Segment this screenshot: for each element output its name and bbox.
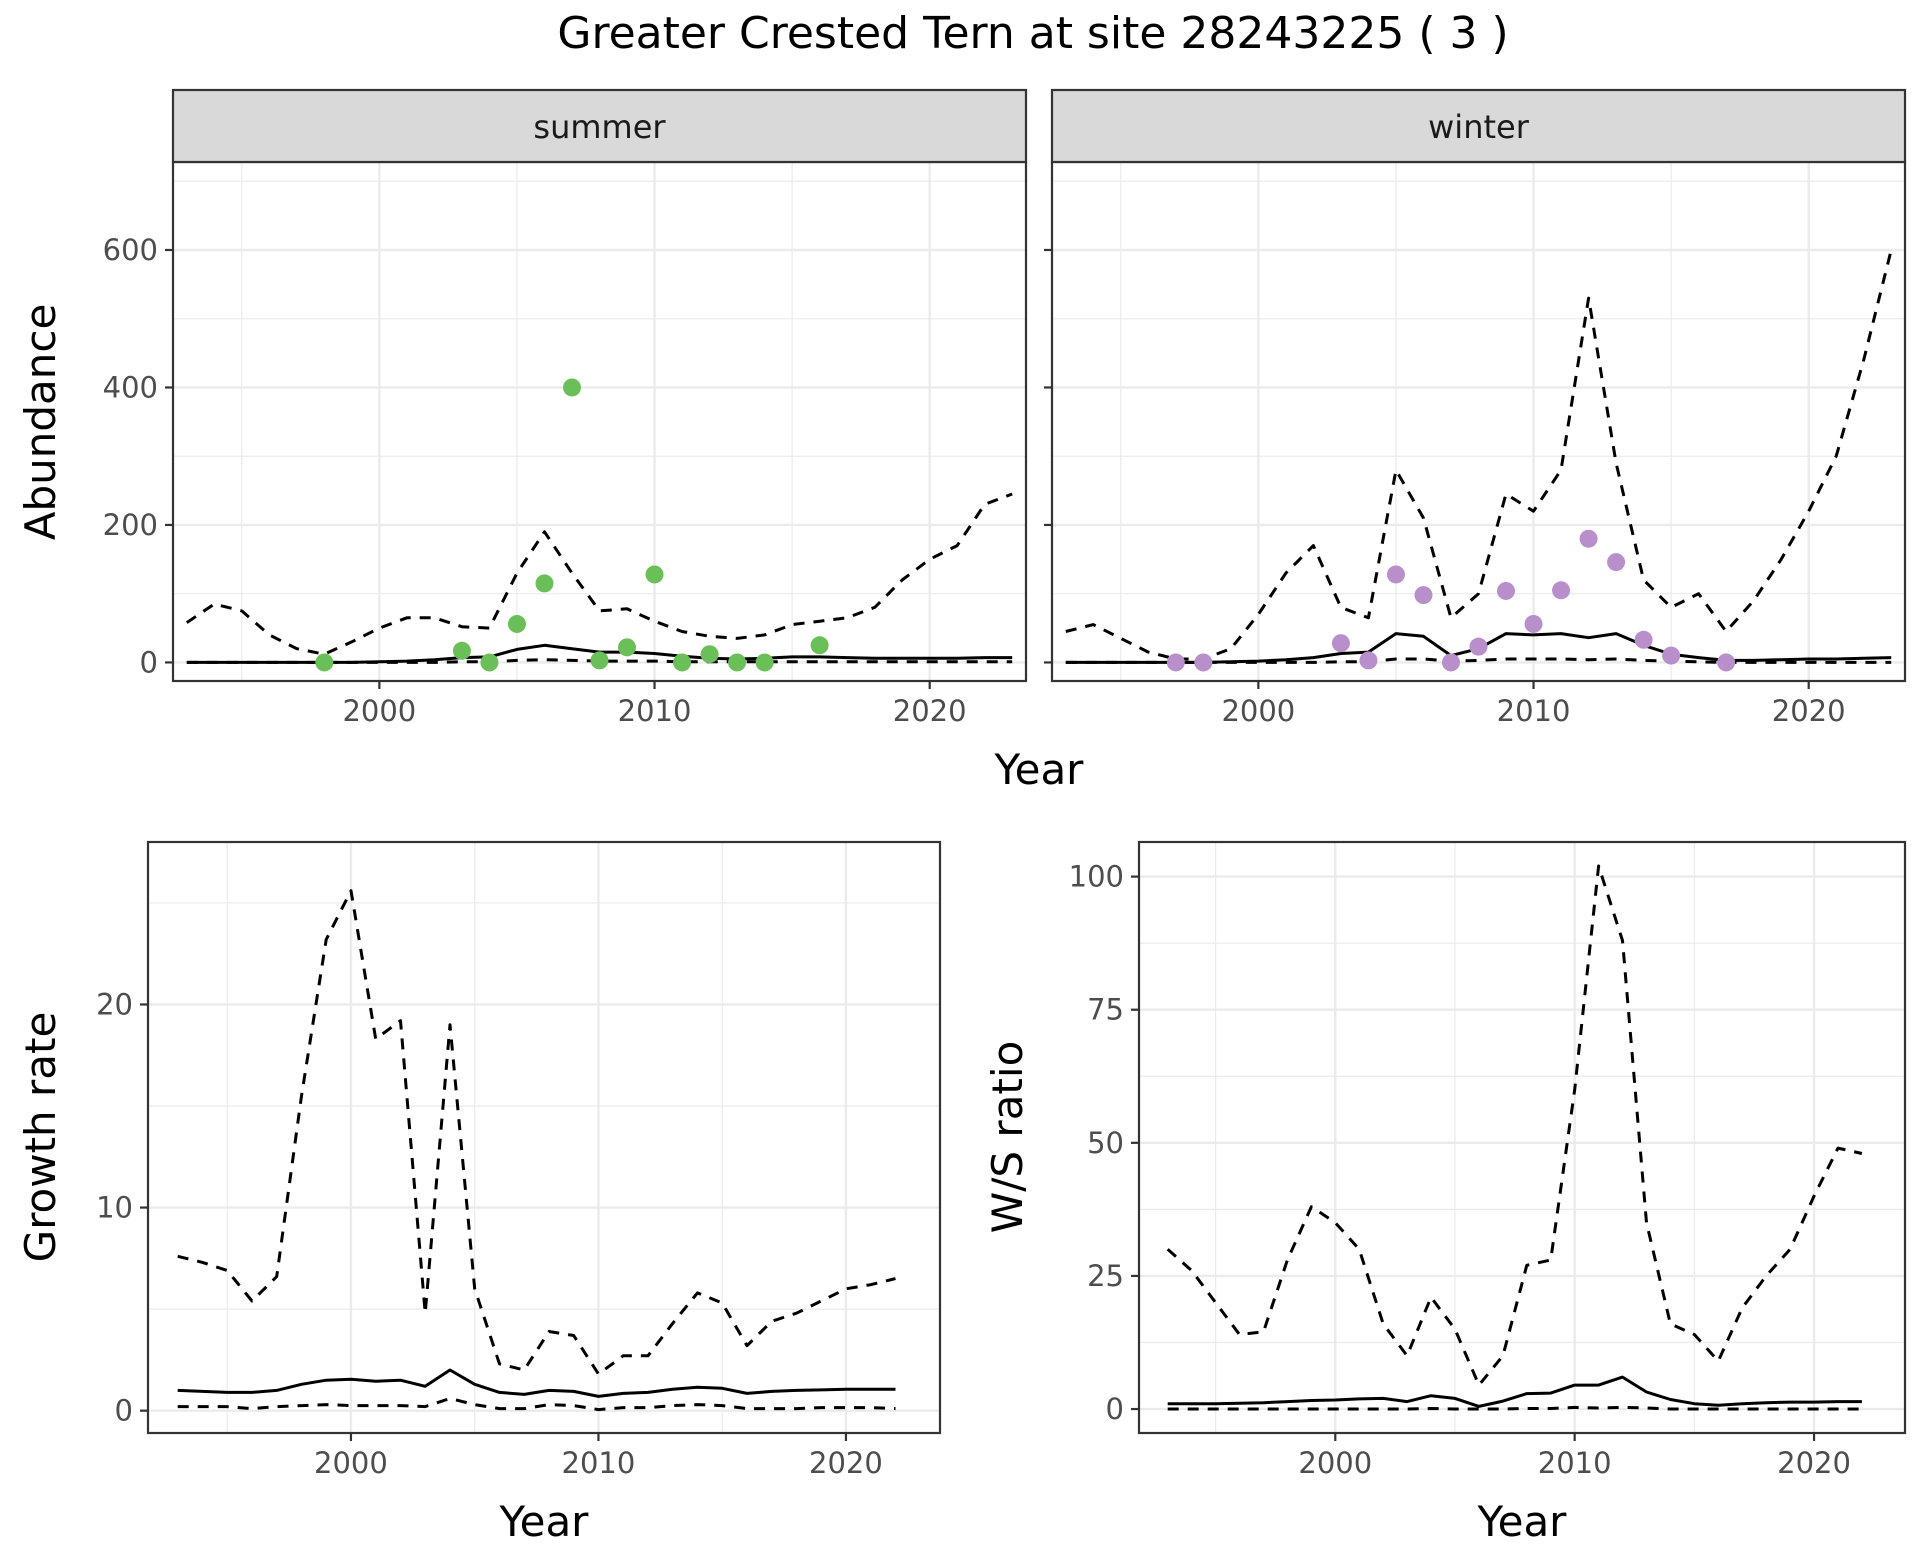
- x-tick-label: 2000: [342, 694, 416, 728]
- summer-gridlines: [173, 162, 1026, 681]
- y-tick-label: 10: [96, 1191, 133, 1225]
- winter-panel: winter 2000 2010 2020: [1044, 88, 1907, 728]
- x-tick-label: 2010: [618, 694, 692, 728]
- winter-gridlines: [1052, 162, 1905, 681]
- ratio-panel-border: [1137, 840, 1907, 1435]
- summer-observed-point: [480, 653, 499, 672]
- summer-upper-ci-line: [185, 492, 1013, 656]
- x-tick-label: 2000: [1298, 1446, 1372, 1480]
- summer-observed-point: [535, 574, 554, 593]
- ratio-axes: 2000 2010 2020 0 25 50 75 100: [1069, 860, 1851, 1480]
- y-tick-label: 200: [103, 508, 158, 542]
- summer-observed-point: [507, 614, 526, 633]
- x-tick-label: 2020: [1777, 1446, 1851, 1480]
- x-tick-label: 2010: [1538, 1446, 1612, 1480]
- summer-observed-point: [618, 638, 637, 657]
- growth-series: [177, 889, 896, 1412]
- winter-observed-point: [1497, 581, 1516, 600]
- growth-panel: 2000 2010 2020 0 10 20: [96, 840, 942, 1480]
- summer-observed-point: [755, 653, 774, 672]
- summer-observed-point: [590, 651, 609, 670]
- growth-lower-ci-line: [177, 1397, 896, 1412]
- summer-observed-point: [700, 645, 719, 664]
- summer-strip: [171, 88, 1028, 164]
- winter-plot-background: [1052, 162, 1905, 681]
- ratio-upper-ci-line: [1166, 864, 1863, 1387]
- growth-x-axis-title: Year: [499, 1497, 590, 1546]
- summer-lower-ci-line: [186, 658, 1013, 664]
- y-tick-label: 75: [1087, 993, 1124, 1027]
- winter-observed-point: [1469, 637, 1488, 656]
- growth-y-axis-title: Growth rate: [16, 1012, 65, 1263]
- summer-observed-point: [452, 641, 471, 660]
- growth-gridlines: [148, 842, 940, 1433]
- y-tick-label: 0: [115, 1394, 133, 1428]
- summer-observed-point: [728, 653, 747, 672]
- summer-observed-point: [315, 653, 334, 672]
- y-tick-label: 0: [1106, 1392, 1124, 1426]
- winter-lower-ci-line: [1065, 657, 1892, 664]
- growth-estimate-line: [177, 1368, 896, 1398]
- winter-strip-label: winter: [1428, 108, 1530, 146]
- summer-observed-point: [645, 565, 664, 584]
- winter-observed-point: [1717, 653, 1736, 672]
- x-tick-label: 2020: [809, 1446, 883, 1480]
- x-tick-label: 2020: [893, 694, 967, 728]
- x-tick-label: 2010: [562, 1446, 636, 1480]
- winter-observed-point: [1662, 646, 1681, 665]
- winter-observed-point: [1414, 586, 1433, 605]
- ratio-plot-background: [1139, 842, 1905, 1433]
- ratio-y-axis-title: W/S ratio: [983, 1041, 1032, 1234]
- x-tick-label: 2000: [1221, 694, 1295, 728]
- x-tick-label: 2020: [1772, 694, 1846, 728]
- winter-observed-point: [1441, 653, 1460, 672]
- summer-observed-point: [810, 636, 829, 655]
- ratio-x-axis-title: Year: [1477, 1497, 1568, 1546]
- summer-observed-point: [673, 653, 692, 672]
- y-tick-label: 100: [1069, 860, 1124, 894]
- winter-observed-point: [1552, 581, 1571, 600]
- winter-strip: [1050, 88, 1907, 164]
- winter-observed-point: [1331, 634, 1350, 653]
- ratio-panel: 2000 2010 2020 0 25 50 75 100: [1069, 840, 1907, 1480]
- winter-observed-point: [1634, 630, 1653, 649]
- chart-title: Greater Crested Tern at site 28243225 ( …: [557, 8, 1508, 59]
- ratio-estimate-line: [1167, 1375, 1862, 1408]
- ratio-series: [1166, 864, 1863, 1411]
- growth-panel-border: [146, 840, 942, 1435]
- summer-plot-background: [173, 162, 1026, 681]
- y-tick-label: 50: [1087, 1126, 1124, 1160]
- y-tick-label: 0: [140, 645, 158, 679]
- winter-observed-point: [1166, 653, 1185, 672]
- growth-upper-ci-line: [177, 889, 896, 1376]
- summer-panel: summer 2000 2010 2020 0 200 400 600: [103, 88, 1028, 728]
- y-tick-label: 20: [96, 987, 133, 1021]
- ratio-lower-ci-line: [1167, 1405, 1862, 1411]
- x-tick-label: 2000: [314, 1446, 388, 1480]
- winter-observed-point: [1607, 553, 1626, 572]
- winter-observed-point: [1194, 653, 1213, 672]
- x-tick-label: 2010: [1497, 694, 1571, 728]
- ratio-gridlines: [1139, 842, 1905, 1433]
- winter-axes: 2000 2010 2020: [1044, 248, 1846, 728]
- y-tick-label: 600: [103, 233, 158, 267]
- y-tick-label: 25: [1087, 1259, 1124, 1293]
- y-tick-label: 400: [103, 370, 158, 404]
- growth-plot-background: [148, 842, 940, 1433]
- summer-axes: 2000 2010 2020 0 200 400 600: [103, 233, 967, 728]
- growth-axes: 2000 2010 2020 0 10 20: [96, 987, 883, 1480]
- winter-observed-point: [1579, 529, 1598, 548]
- winter-observed-point: [1359, 651, 1378, 670]
- winter-series: [1065, 249, 1893, 672]
- summer-series: [185, 378, 1013, 672]
- abundance-y-axis-title: Abundance: [16, 304, 65, 541]
- winter-observed-point: [1524, 614, 1543, 633]
- summer-strip-label: summer: [533, 108, 666, 146]
- top-x-axis-title: Year: [994, 745, 1085, 794]
- summer-observed-point: [562, 378, 581, 397]
- winter-observed-point: [1386, 565, 1405, 584]
